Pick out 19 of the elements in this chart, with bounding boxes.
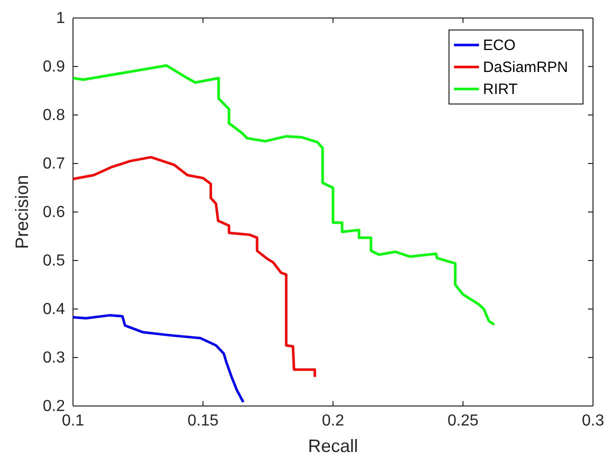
legend-label: DaSiamRPN (483, 59, 568, 76)
x-tick-label: 0.15 (187, 412, 219, 430)
legend-label: RIRT (483, 81, 518, 98)
x-tick-label: 0.25 (447, 412, 479, 430)
y-tick-label: 1 (56, 10, 66, 28)
y-axis-title: Precision (12, 174, 32, 250)
line-series (72, 314, 245, 404)
y-tick-label: 0.9 (42, 58, 66, 76)
line-series (72, 156, 316, 378)
y-tick-label: 0.7 (42, 156, 66, 173)
x-tick-label: 0.3 (582, 412, 604, 430)
y-tick-label: 0.8 (42, 107, 66, 124)
y-tick-label: 0.3 (42, 350, 66, 367)
y-tick-label: 0.6 (42, 204, 66, 222)
x-axis-title: Recall (308, 436, 358, 456)
legend-label: ECO (483, 37, 516, 54)
y-tick-label: 0.4 (42, 301, 66, 318)
x-tick-label: 0.2 (322, 412, 344, 430)
y-tick-label: 0.5 (42, 252, 66, 270)
